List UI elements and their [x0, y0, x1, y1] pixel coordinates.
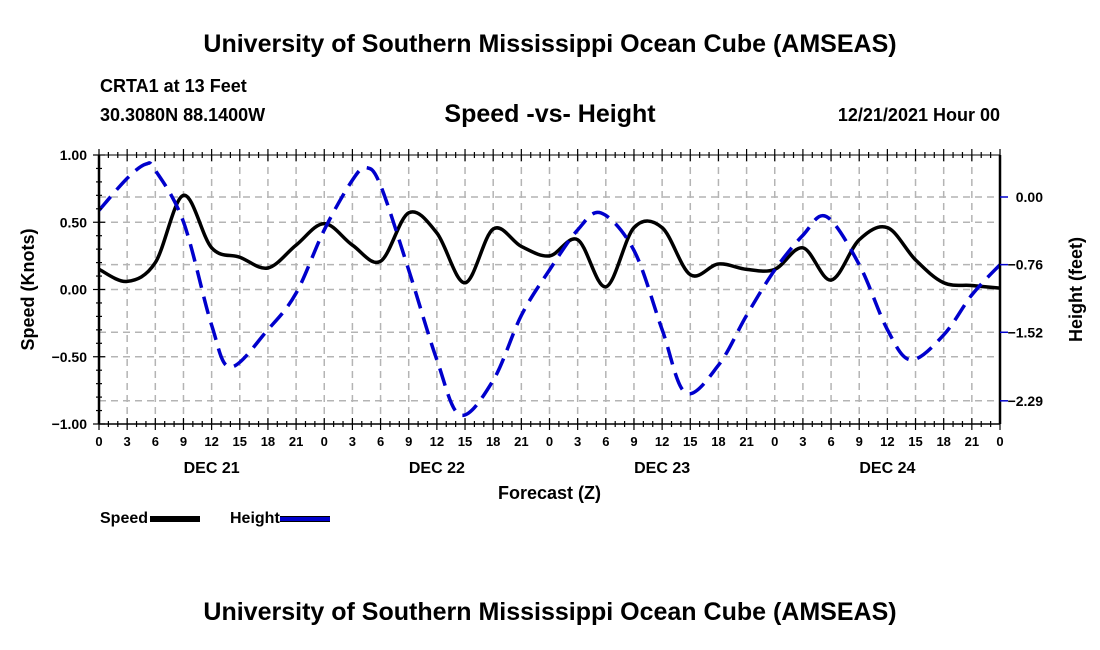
- chart-subtitle: Speed -vs- Height: [444, 100, 656, 128]
- y2-tick-label: 0.00: [1016, 189, 1043, 205]
- x-tick-label: 15: [233, 434, 247, 449]
- y-tick-label: 0.00: [60, 282, 87, 298]
- x-tick-label: 3: [349, 434, 356, 449]
- series-line-height: [97, 161, 1002, 417]
- x-tick-label: 9: [630, 434, 637, 449]
- x-tick-label: 15: [458, 434, 472, 449]
- coordinates-label: 30.3080N 88.1400W: [100, 105, 266, 125]
- y2-tick-label: −2.29: [1008, 393, 1044, 409]
- x-tick-label: 21: [965, 434, 979, 449]
- legend-speed-swatch: [150, 515, 201, 522]
- x-tick-label: 3: [574, 434, 581, 449]
- legend-speed-label: Speed: [100, 510, 149, 527]
- legend-height: Height: [230, 510, 330, 528]
- legend-height-label: Height: [230, 510, 280, 527]
- day-label: DEC 21: [184, 460, 240, 477]
- series-line-speed: [98, 193, 1001, 290]
- day-label: DEC 23: [634, 460, 690, 477]
- x-tick-label: 3: [799, 434, 806, 449]
- x-tick-label: 6: [377, 434, 384, 449]
- legend-height-swatch: [279, 515, 330, 522]
- x-tick-label: 0: [546, 434, 553, 449]
- x-tick-label: 9: [405, 434, 412, 449]
- x-tick-label: 9: [180, 434, 187, 449]
- footer-title: University of Southern Mississippi Ocean…: [203, 598, 897, 626]
- forecast-datetime: 12/21/2021 Hour 00: [837, 105, 1000, 125]
- x-tick-label: 21: [739, 434, 753, 449]
- y2-tick-label: −0.76: [1008, 257, 1044, 273]
- x-tick-label: 18: [261, 434, 275, 449]
- axes: [93, 149, 1008, 430]
- x-tick-label: 15: [683, 434, 697, 449]
- x-tick-label: 21: [514, 434, 528, 449]
- x-tick-label: 18: [711, 434, 725, 449]
- x-tick-label: 15: [908, 434, 922, 449]
- x-tick-label: 0: [321, 434, 328, 449]
- day-label: DEC 22: [409, 460, 465, 477]
- x-tick-label: 18: [486, 434, 500, 449]
- day-label: DEC 24: [859, 460, 915, 477]
- legend-speed: Speed: [100, 510, 201, 528]
- x-tick-label: 21: [289, 434, 303, 449]
- x-tick-label: 0: [771, 434, 778, 449]
- y-tick-label: −0.50: [52, 349, 88, 365]
- x-tick-label: 6: [152, 434, 159, 449]
- x-tick-label: 12: [655, 434, 669, 449]
- x-tick-label: 18: [936, 434, 950, 449]
- x-axis-title: Forecast (Z): [498, 483, 601, 503]
- y2-tick-label: −1.52: [1008, 324, 1044, 340]
- x-tick-label: 12: [430, 434, 444, 449]
- series: [97, 161, 1002, 417]
- x-tick-label: 12: [880, 434, 894, 449]
- y2-axis-title: Height (feet): [1066, 237, 1086, 342]
- x-tick-label: 6: [827, 434, 834, 449]
- axis-labels: 0 3 6 9 12 15 18 21 0 3 6 9 12 15 18 21 0 3 6 9 12 15 18 21 0 3 6 9…: [18, 147, 1086, 503]
- x-tick-label: 0: [996, 434, 1003, 449]
- x-tick-label: 3: [124, 434, 131, 449]
- y-axis-title: Speed (Knots): [18, 228, 38, 350]
- main-title: University of Southern Mississippi Ocean…: [203, 30, 897, 58]
- x-tick-label: 6: [602, 434, 609, 449]
- y-tick-label: −1.00: [52, 416, 88, 432]
- x-tick-label: 12: [204, 434, 218, 449]
- grid: [99, 155, 1000, 424]
- station-label: CRTA1 at 13 Feet: [100, 76, 247, 96]
- x-tick-label: 9: [856, 434, 863, 449]
- y-tick-label: 1.00: [60, 147, 87, 163]
- y-tick-label: 0.50: [60, 214, 87, 230]
- x-tick-label: 0: [95, 434, 102, 449]
